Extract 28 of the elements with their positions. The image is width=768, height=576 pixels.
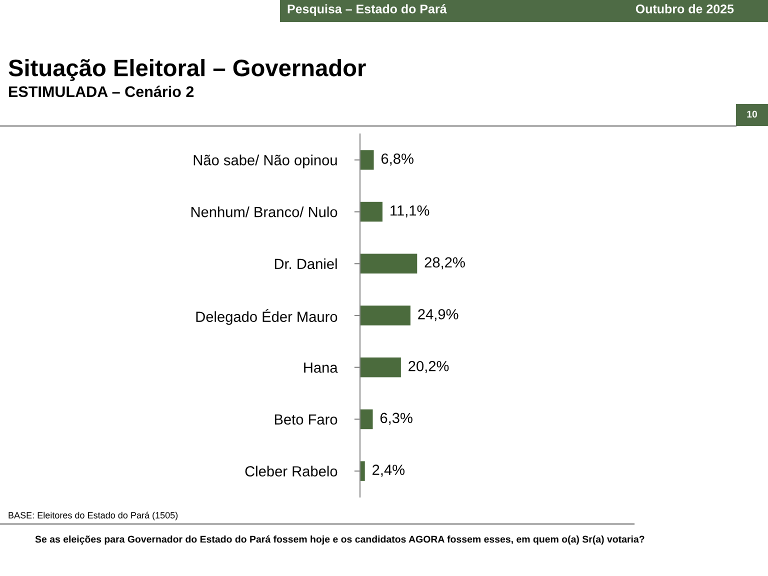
y-tick-label: Dr. Daniel	[274, 258, 337, 270]
data-label: 11,1%	[390, 205, 430, 218]
bar	[360, 202, 382, 222]
text: BASE: Eleitores do Estado do Pará (1505)	[8, 512, 178, 520]
y-tick-label: Não sabe/ Não opinou	[194, 154, 337, 168]
y-tick-label: Nenhum/ Branco/ Nulo	[191, 206, 338, 218]
y-tick-label: Hana	[304, 362, 338, 373]
y-tick-label: Cleber Rabelo	[245, 466, 338, 476]
text: 10	[747, 110, 758, 118]
text: Se as eleições para Governador do Estado do Pará fossem hoje e os candidatos AGORA fossem esses, em quem o(a) Sr(a) votaria?	[35, 535, 644, 545]
y-tick-label: Beto Faro	[274, 414, 338, 425]
bar	[360, 409, 373, 430]
data-label: 28,2%	[424, 257, 465, 270]
data-label: 20,2%	[408, 360, 449, 373]
data-label: 6,3%	[380, 412, 412, 425]
data-label: 24,9%	[418, 309, 458, 322]
text: Pesquisa – Estado do Pará	[288, 4, 447, 16]
bar	[360, 358, 401, 378]
bar	[360, 306, 410, 326]
y-tick-label: Delegado Éder Mauro	[196, 309, 338, 325]
bar	[360, 461, 365, 481]
chart-title: Situação Eleitoral – Governador	[8, 58, 366, 82]
data-label: 2,4%	[372, 464, 405, 477]
text: Outubro de 2025	[636, 4, 734, 14]
text: ESTIMULADA – Cenário 2	[9, 86, 194, 98]
data-label: 6,8%	[381, 154, 414, 166]
bar	[360, 254, 418, 274]
bar	[360, 150, 374, 170]
